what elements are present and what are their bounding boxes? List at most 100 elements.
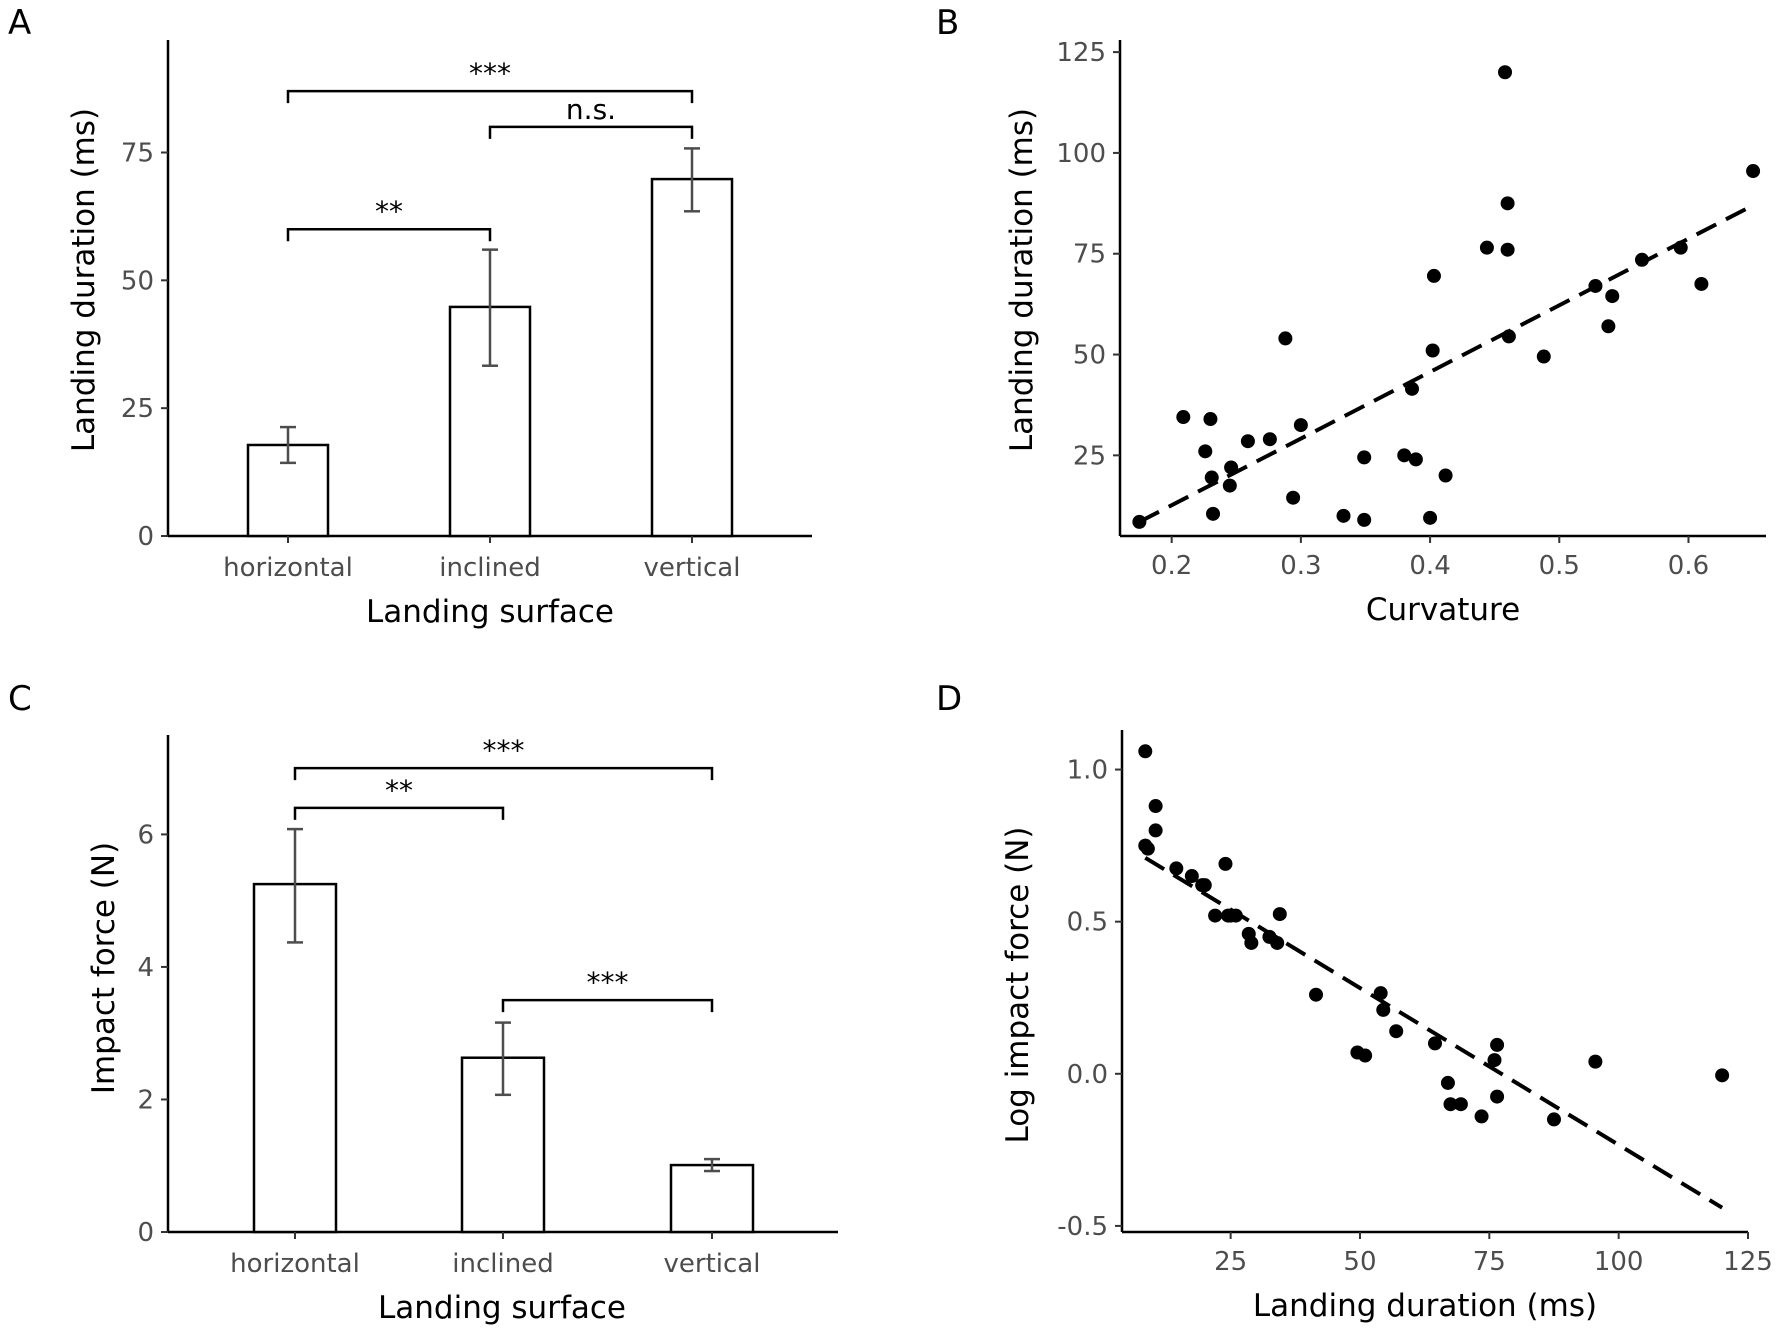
panel-b-trend-line bbox=[1138, 203, 1754, 524]
panel-d-data-point bbox=[1218, 856, 1233, 871]
panel-b-data-point bbox=[1501, 329, 1516, 344]
panel-b-data-point bbox=[1240, 434, 1255, 449]
panel-b-data-point bbox=[1425, 343, 1440, 358]
panel-c-x-tick-label-horizontal: horizontal bbox=[230, 1249, 360, 1279]
panel-b-y-tick-label: 125 bbox=[1056, 38, 1106, 68]
panel-d-data-point bbox=[1184, 869, 1199, 884]
panel-b-data-point bbox=[1204, 470, 1219, 485]
panel-d-scatter-chart: 25 50 75 100 125 -0.5 0.0 0.5 1.0 bbox=[1057, 730, 1773, 1277]
panel-b-x-tick-label: 0.6 bbox=[1668, 551, 1709, 581]
panel-b-xlabel: Curvature bbox=[1366, 592, 1520, 628]
panel-b-data-point bbox=[1404, 381, 1419, 396]
panel-b-data-point bbox=[1397, 448, 1412, 463]
panel-d-data-point bbox=[1715, 1068, 1730, 1083]
panel-b-data-point bbox=[1222, 478, 1237, 493]
panel-a-bar-vertical bbox=[650, 177, 734, 538]
panel-c-y-tick-label: 6 bbox=[137, 820, 154, 850]
panel-d-data-point bbox=[1197, 878, 1212, 893]
panel-d-data-point bbox=[1373, 986, 1388, 1001]
panel-label-b: B bbox=[936, 3, 959, 43]
panel-b-data-point bbox=[1224, 460, 1239, 475]
panel-label-a: A bbox=[8, 3, 31, 43]
panel-b-data-point bbox=[1746, 164, 1761, 179]
panel-b-data-point bbox=[1601, 319, 1616, 334]
panel-c-xlabel: Landing surface bbox=[378, 1290, 626, 1326]
panel-d-data-point bbox=[1148, 823, 1163, 838]
panel-d-data-point bbox=[1443, 1097, 1458, 1112]
panel-b-data-point bbox=[1605, 289, 1620, 304]
panel-a-y-tick-label: 0 bbox=[137, 522, 154, 552]
panel-d-ylabel: Log impact force (N) bbox=[1000, 826, 1036, 1143]
panel-d-data-point bbox=[1208, 908, 1223, 923]
panel-b-y-tick-label: 50 bbox=[1073, 341, 1106, 371]
panel-b-data-point bbox=[1206, 506, 1221, 521]
panel-b-data-point bbox=[1132, 514, 1147, 529]
panel-b-data-point bbox=[1278, 331, 1293, 346]
panel-d-data-point bbox=[1389, 1024, 1404, 1039]
panel-d-x-tick-label: 75 bbox=[1473, 1247, 1506, 1277]
panel-a-xlabel: Landing surface bbox=[366, 594, 614, 630]
panel-d-data-point bbox=[1453, 1097, 1468, 1112]
panel-b-x-tick-label: 0.5 bbox=[1539, 551, 1580, 581]
panel-b-data-point bbox=[1176, 410, 1191, 425]
panel-a-ylabel: Landing duration (ms) bbox=[66, 108, 102, 452]
panel-b-data-point bbox=[1336, 508, 1351, 523]
panel-c-significance-bracket-0 bbox=[293, 766, 714, 781]
panel-d-data-point bbox=[1588, 1054, 1603, 1069]
panel-b-data-point bbox=[1673, 240, 1688, 255]
panel-d-data-point bbox=[1270, 935, 1285, 950]
panel-d-x-tick-label: 125 bbox=[1723, 1247, 1773, 1277]
panel-d-data-point bbox=[1148, 799, 1163, 814]
panel-b-data-point bbox=[1198, 444, 1213, 459]
panel-b-x-tick-label: 0.3 bbox=[1280, 551, 1321, 581]
panel-d-data-point bbox=[1228, 908, 1243, 923]
panel-d-data-point bbox=[1546, 1112, 1561, 1127]
panel-b-data-point bbox=[1423, 510, 1438, 525]
panel-d-data-point bbox=[1474, 1109, 1489, 1124]
panel-a-significance-label-1: n.s. bbox=[566, 93, 616, 126]
panel-c-significance-bracket-2 bbox=[501, 998, 714, 1013]
panel-a-significance-label-0: *** bbox=[469, 57, 511, 90]
panel-c-significance-label-1: ** bbox=[385, 774, 413, 807]
panel-d-xlabel: Landing duration (ms) bbox=[1253, 1288, 1597, 1324]
panel-a-y-tick-label: 50 bbox=[121, 266, 154, 296]
panel-d-y-tick-label: 1.0 bbox=[1067, 756, 1108, 786]
panel-d-data-point bbox=[1309, 987, 1324, 1002]
panel-b-data-point bbox=[1438, 468, 1453, 483]
panel-a-x-tick-label-inclined: inclined bbox=[439, 553, 540, 583]
panel-d-x-tick-label: 50 bbox=[1343, 1247, 1376, 1277]
panel-b-data-point bbox=[1498, 65, 1513, 80]
panel-a-y-tick-label: 25 bbox=[121, 394, 154, 424]
panel-d-data-point bbox=[1169, 861, 1184, 876]
panel-d-x-tick-label: 100 bbox=[1594, 1247, 1644, 1277]
panel-a-bar-chart: 0 25 50 75 horizontal inclined vertical *** n.s.… bbox=[121, 40, 812, 583]
panel-a-significance-bracket-1 bbox=[488, 125, 694, 139]
panel-a-y-tick-label: 75 bbox=[121, 138, 154, 168]
panel-b-data-point bbox=[1408, 452, 1423, 467]
panel-c-significance-label-2: *** bbox=[587, 966, 629, 999]
panel-b-data-point bbox=[1694, 276, 1709, 291]
panel-d-data-point bbox=[1440, 1075, 1455, 1090]
panel-c-x-tick-label-vertical: vertical bbox=[664, 1249, 761, 1279]
panel-d-data-point bbox=[1358, 1048, 1373, 1063]
panel-d-y-tick-label: 0.5 bbox=[1067, 908, 1108, 938]
panel-b-data-point bbox=[1500, 242, 1515, 257]
panel-d-data-point bbox=[1244, 935, 1259, 950]
panel-a-x-tick-label-vertical: vertical bbox=[644, 553, 741, 583]
panel-b-data-point bbox=[1286, 490, 1301, 505]
panel-d-y-tick-label: 0.0 bbox=[1067, 1060, 1108, 1090]
panel-a-significance-bracket-0 bbox=[286, 89, 694, 104]
panel-b-x-tick-label: 0.2 bbox=[1151, 551, 1192, 581]
panel-c-significance-bracket-1 bbox=[293, 806, 505, 820]
panel-b-data-point bbox=[1536, 349, 1551, 364]
panel-b-scatter-chart: 0.2 0.3 0.4 0.5 0.6 25 50 75 100 125 bbox=[1056, 38, 1766, 581]
panel-a-significance-bracket-2 bbox=[286, 227, 492, 242]
panel-b-y-tick-label: 25 bbox=[1073, 441, 1106, 471]
panel-c-y-tick-label: 2 bbox=[137, 1085, 154, 1115]
panel-b-data-point bbox=[1262, 432, 1277, 447]
panel-a-significance-label-2: ** bbox=[375, 195, 403, 228]
panel-b-data-point bbox=[1500, 196, 1515, 211]
panel-a-x-tick-label-horizontal: horizontal bbox=[223, 553, 353, 583]
